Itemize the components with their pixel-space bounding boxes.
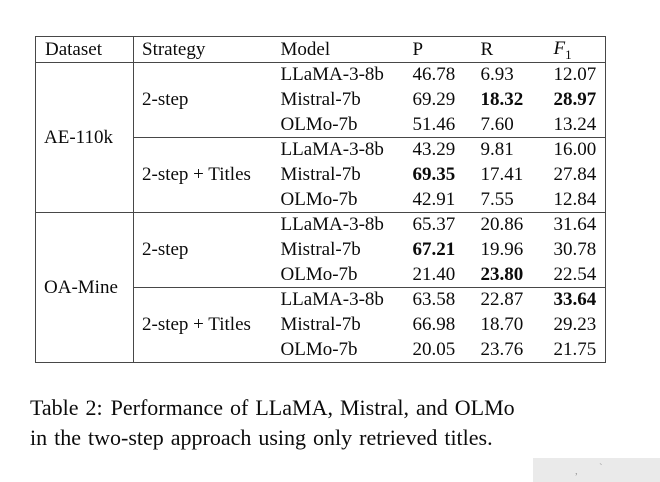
table-row: Mistral-7b 66.98 18.70 29.23	[36, 313, 606, 338]
col-header-f1: F1	[545, 36, 606, 63]
p-cell: 42.91	[404, 187, 473, 213]
p-cell: 69.35	[412, 164, 456, 185]
f1-symbol: F	[553, 38, 566, 60]
f1-cell: 16.00	[553, 139, 597, 161]
model-cell: OLMo-7b	[272, 262, 405, 288]
p-cell: 69.29	[412, 89, 456, 110]
f1-cell: 12.84	[545, 187, 606, 213]
p-cell: 63.58	[412, 289, 456, 311]
artifact-mark: ,	[575, 465, 578, 477]
f1-cell: 33.64	[553, 289, 597, 311]
f1-cell: 31.64	[553, 214, 597, 236]
table-header-row: Dataset Strategy Model P R F1	[35, 36, 606, 63]
r-cell: 23.76	[480, 338, 524, 360]
r-cell: 9.81	[480, 139, 514, 161]
caption-text-1: Performance of LLaMA, Mistral, and OLMo	[110, 395, 515, 420]
p-cell: 67.21	[412, 239, 456, 260]
p-cell: 65.37	[412, 214, 456, 236]
table-row: OLMo-7b 21.40 23.80 22.54	[36, 262, 606, 288]
f1-cell: 29.23	[553, 314, 597, 335]
r-cell: 17.41	[480, 164, 524, 185]
strategy-cell: 2-step + Titles	[133, 137, 273, 213]
artifact-mark: `	[599, 462, 603, 474]
model-cell: Mistral-7b	[280, 164, 361, 185]
col-header-strategy: Strategy	[133, 36, 273, 63]
table-row: OLMo-7b 51.46 7.60 13.24	[36, 112, 606, 138]
model-cell: OLMo-7b	[280, 338, 358, 360]
strategy-cell: 2-step	[133, 212, 273, 288]
table-row: 2-step + Titles LLaMA-3-8b 43.29 9.81 16…	[36, 137, 606, 213]
table-row: OLMo-7b 20.05 23.76 21.75	[36, 338, 606, 363]
r-cell: 18.32	[480, 89, 524, 110]
table-row: Mistral-7b 69.29 18.32 28.97	[36, 88, 606, 113]
p-cell: 51.46	[404, 112, 473, 138]
r-cell: 19.96	[480, 239, 524, 260]
strategy-cell: 2-step	[133, 62, 273, 138]
f1-cell: 27.84	[553, 164, 597, 185]
model-cell: Mistral-7b	[280, 89, 361, 110]
r-cell: 20.86	[480, 214, 524, 236]
r-cell: 22.87	[480, 289, 524, 311]
table-row: Mistral-7b 69.35 17.41 27.84	[36, 163, 606, 188]
col-header-recall: R	[472, 36, 546, 63]
r-cell: 6.93	[480, 64, 514, 86]
model-cell: LLaMA-3-8b	[280, 214, 384, 236]
table-row: Mistral-7b 67.21 19.96 30.78	[36, 238, 606, 263]
model-cell: Mistral-7b	[280, 314, 361, 335]
f1-cell: 28.97	[553, 89, 597, 110]
table-caption: Table 2: Performance of LLaMA, Mistral, a…	[30, 393, 645, 453]
f1-cell: 21.75	[553, 338, 597, 360]
model-cell: LLaMA-3-8b	[280, 64, 384, 86]
dataset-cell: OA-Mine	[35, 212, 134, 363]
caption-line-1: Table 2: Performance of LLaMA, Mistral, a…	[30, 393, 645, 423]
col-header-precision: P	[404, 36, 473, 63]
strategy-cell: 2-step + Titles	[142, 314, 251, 335]
col-header-dataset: Dataset	[35, 36, 134, 63]
results-table: Dataset Strategy Model P R F1 AE-110k 2-…	[35, 36, 606, 363]
model-cell: OLMo-7b	[272, 112, 405, 138]
model-cell: Mistral-7b	[280, 239, 361, 260]
table-row: 2-step + Titles LLaMA-3-8b 63.58 22.87 3…	[36, 288, 606, 335]
f1-cell: 22.54	[545, 262, 606, 288]
col-header-model: Model	[272, 36, 405, 63]
f1-cell: 13.24	[545, 112, 606, 138]
caption-label: Table 2:	[30, 395, 103, 420]
p-cell: 21.40	[404, 262, 473, 288]
f1-cell: 30.78	[553, 239, 597, 260]
p-cell: 66.98	[412, 314, 456, 335]
model-cell: LLaMA-3-8b	[280, 289, 384, 311]
table-row: AE-110k 2-step LLaMA-3-8b 46.78 6.93 12.…	[35, 62, 606, 213]
r-cell: 23.80	[472, 262, 546, 288]
screenshot-artifact: , `	[533, 458, 660, 482]
table-row: OA-Mine 2-step LLaMA-3-8b 65.37 20.86 31…	[35, 212, 606, 363]
f1-subscript: 1	[565, 46, 572, 62]
p-cell: 43.29	[412, 139, 456, 161]
f1-cell: 12.07	[553, 64, 597, 86]
dataset-cell: AE-110k	[35, 62, 134, 213]
model-cell: OLMo-7b	[272, 187, 405, 213]
r-cell: 18.70	[480, 314, 524, 335]
p-cell: 46.78	[412, 64, 456, 86]
model-cell: LLaMA-3-8b	[280, 139, 384, 161]
table-row: OLMo-7b 42.91 7.55 12.84	[36, 187, 606, 213]
caption-line-2: in the two-step approach using only retr…	[30, 425, 493, 450]
p-cell: 20.05	[412, 338, 456, 360]
r-cell: 7.60	[472, 112, 546, 138]
r-cell: 7.55	[472, 187, 546, 213]
